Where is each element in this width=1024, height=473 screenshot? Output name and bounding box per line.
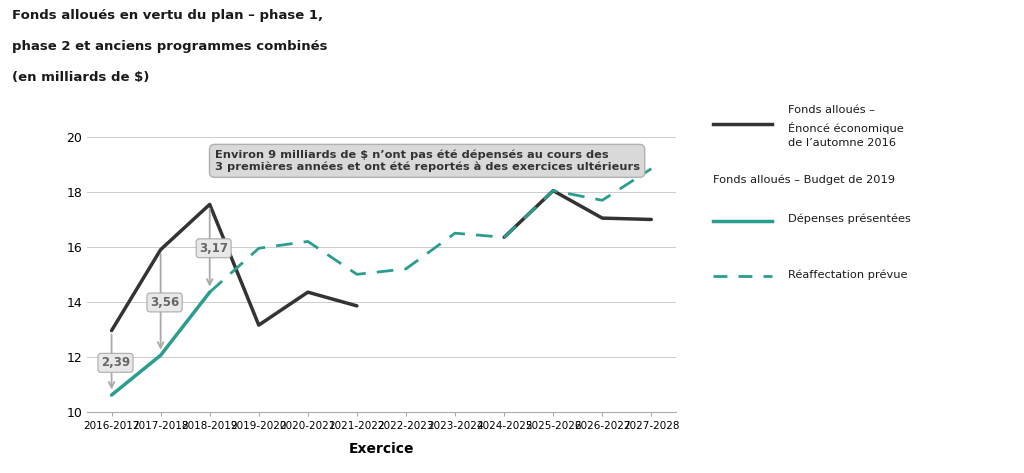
Text: Fonds alloués – Budget de 2019: Fonds alloués – Budget de 2019	[713, 175, 895, 185]
Text: phase 2 et anciens programmes combinés: phase 2 et anciens programmes combinés	[12, 40, 328, 53]
Text: 2,39: 2,39	[101, 356, 130, 369]
Text: Réaffectation prévue: Réaffectation prévue	[788, 270, 907, 280]
Text: Énoncé économique: Énoncé économique	[788, 122, 904, 134]
Text: Dépenses présentées: Dépenses présentées	[788, 214, 911, 225]
Text: Fonds alloués en vertu du plan – phase 1,: Fonds alloués en vertu du plan – phase 1…	[12, 9, 324, 22]
Text: de l’automne 2016: de l’automne 2016	[788, 138, 896, 149]
Text: Fonds alloués –: Fonds alloués –	[788, 105, 876, 115]
Text: (en milliards de $): (en milliards de $)	[12, 71, 150, 84]
X-axis label: Exercice: Exercice	[349, 442, 414, 455]
Text: 3,56: 3,56	[150, 296, 179, 309]
Text: Environ 9 milliards de $ n’ont pas été dépensés au cours des
3 premières années : Environ 9 milliards de $ n’ont pas été d…	[215, 149, 640, 172]
Text: 3,17: 3,17	[199, 242, 228, 255]
